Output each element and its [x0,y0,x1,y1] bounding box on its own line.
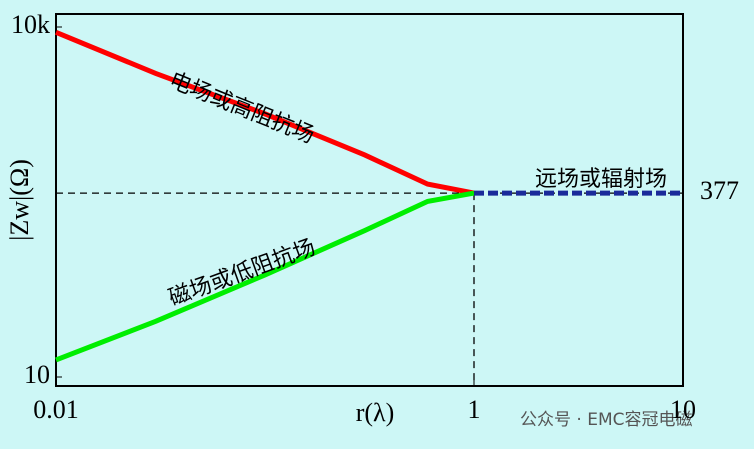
series-label: 远场或辐射场 [535,167,667,192]
watermark: 公众号 · EMC容冠电磁 [520,410,693,430]
series-line [55,30,475,196]
y-tick-label: 10 [24,360,50,389]
x-tick-label: 1 [468,395,481,424]
series-label: 磁场或低阻抗场 [166,235,319,311]
reference-label: 377 [700,176,739,205]
series-label: 电场或高阻抗场 [166,68,318,149]
x-tick-label: 0.01 [33,395,79,424]
plot-frame [55,13,684,387]
y-axis-label: |Zw|(Ω) [5,159,34,241]
y-tick-label: 10k [11,10,50,39]
series-line [55,190,475,363]
x-tick-label: 10 [670,395,696,424]
x-axis-label: r(λ) [356,398,395,427]
